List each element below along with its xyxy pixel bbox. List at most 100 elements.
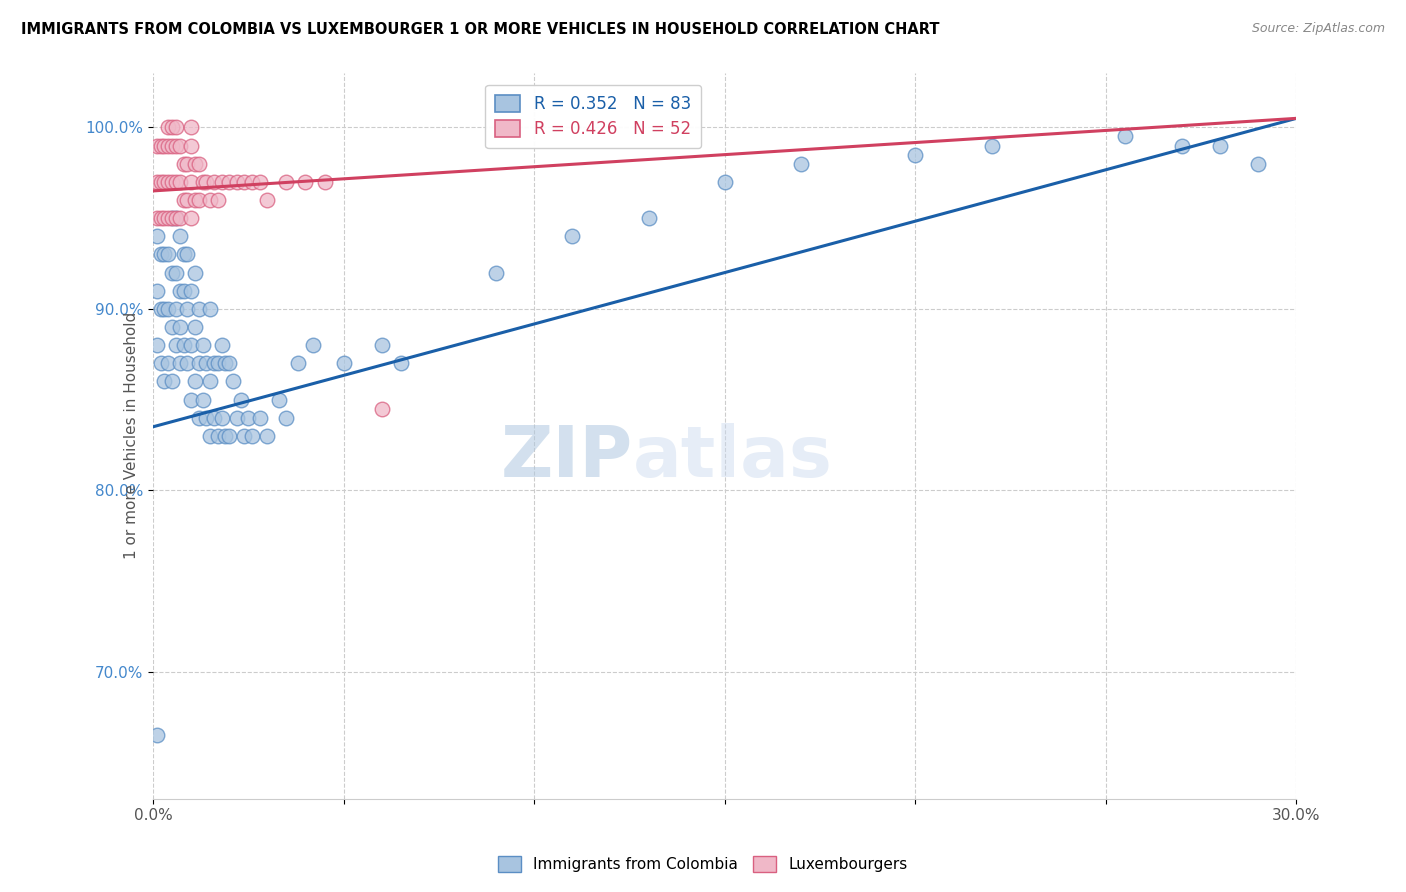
Point <box>165 211 187 226</box>
Point <box>157 175 180 189</box>
Point <box>146 175 169 189</box>
Point <box>198 193 221 207</box>
Point <box>146 284 169 298</box>
Point <box>249 410 271 425</box>
Point <box>176 356 198 370</box>
Point <box>160 266 183 280</box>
Point <box>713 175 735 189</box>
Point <box>173 338 195 352</box>
Point <box>149 175 172 189</box>
Point <box>233 429 256 443</box>
Point <box>1247 157 1270 171</box>
Point <box>1171 138 1194 153</box>
Point <box>202 175 225 189</box>
Point <box>184 320 207 334</box>
Point <box>165 120 187 135</box>
Point <box>184 157 207 171</box>
Point <box>153 301 176 316</box>
Point <box>153 138 176 153</box>
Point <box>211 338 233 352</box>
Point <box>184 266 207 280</box>
Point <box>160 320 183 334</box>
Point <box>211 175 233 189</box>
Point <box>165 211 187 226</box>
Point <box>160 138 183 153</box>
Point <box>165 266 187 280</box>
Point <box>240 175 263 189</box>
Point <box>180 392 202 407</box>
Point <box>180 138 202 153</box>
Point <box>332 356 354 370</box>
Point <box>180 120 202 135</box>
Point <box>218 175 240 189</box>
Point <box>157 138 180 153</box>
Legend: Immigrants from Colombia, Luxembourgers: Immigrants from Colombia, Luxembourgers <box>491 848 915 880</box>
Point <box>173 193 195 207</box>
Point <box>173 284 195 298</box>
Point <box>240 429 263 443</box>
Point <box>238 410 260 425</box>
Text: IMMIGRANTS FROM COLOMBIA VS LUXEMBOURGER 1 OR MORE VEHICLES IN HOUSEHOLD CORRELA: IMMIGRANTS FROM COLOMBIA VS LUXEMBOURGER… <box>21 22 939 37</box>
Point <box>198 375 221 389</box>
Point <box>222 375 245 389</box>
Text: Source: ZipAtlas.com: Source: ZipAtlas.com <box>1251 22 1385 36</box>
Point <box>233 175 256 189</box>
Point <box>229 392 252 407</box>
Point <box>165 301 187 316</box>
Legend: R = 0.352   N = 83, R = 0.426   N = 52: R = 0.352 N = 83, R = 0.426 N = 52 <box>485 85 702 148</box>
Text: ZIP: ZIP <box>501 423 633 492</box>
Point <box>160 375 183 389</box>
Point <box>207 356 229 370</box>
Point <box>191 392 214 407</box>
Point <box>1114 129 1136 144</box>
Y-axis label: 1 or more Vehicles in Household: 1 or more Vehicles in Household <box>124 312 139 559</box>
Point <box>153 211 176 226</box>
Point <box>173 247 195 261</box>
Point <box>180 211 202 226</box>
Point <box>256 193 278 207</box>
Point <box>146 728 169 742</box>
Point <box>149 247 172 261</box>
Point <box>173 157 195 171</box>
Point <box>389 356 412 370</box>
Point <box>195 410 218 425</box>
Point <box>153 247 176 261</box>
Point <box>149 138 172 153</box>
Point <box>904 147 927 161</box>
Point <box>202 410 225 425</box>
Point <box>149 301 172 316</box>
Point <box>294 175 316 189</box>
Point <box>146 338 169 352</box>
Point <box>980 138 1002 153</box>
Point <box>169 320 191 334</box>
Point <box>176 157 198 171</box>
Text: atlas: atlas <box>633 423 834 492</box>
Point <box>187 193 209 207</box>
Point <box>1209 138 1232 153</box>
Point <box>165 338 187 352</box>
Point <box>180 175 202 189</box>
Point <box>370 338 392 352</box>
Point <box>637 211 659 226</box>
Point <box>157 356 180 370</box>
Point <box>176 247 198 261</box>
Point <box>214 356 236 370</box>
Point <box>187 410 209 425</box>
Point <box>169 175 191 189</box>
Point <box>214 429 236 443</box>
Point <box>153 375 176 389</box>
Point <box>184 193 207 207</box>
Point <box>169 284 191 298</box>
Point <box>169 211 191 226</box>
Point <box>276 175 298 189</box>
Point <box>184 375 207 389</box>
Point <box>165 138 187 153</box>
Point <box>187 157 209 171</box>
Point <box>165 175 187 189</box>
Point <box>218 356 240 370</box>
Point <box>225 410 247 425</box>
Point <box>256 429 278 443</box>
Point <box>153 175 176 189</box>
Point <box>198 429 221 443</box>
Point <box>146 229 169 244</box>
